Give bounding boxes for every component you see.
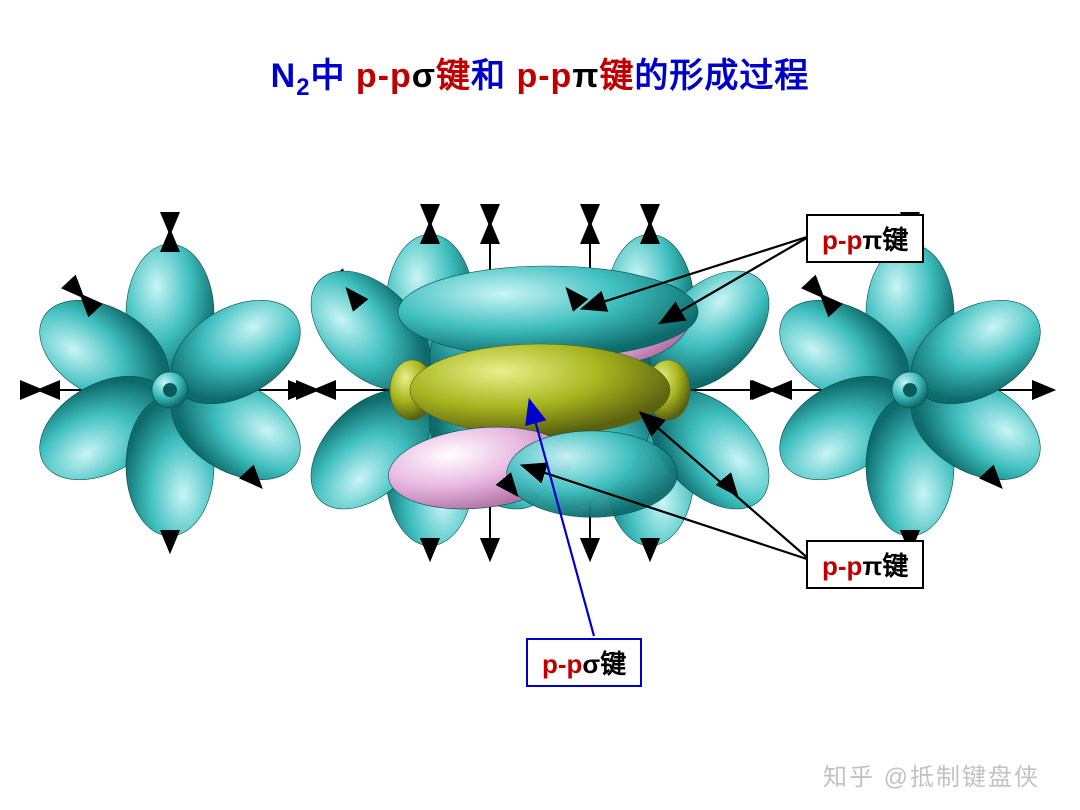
watermark: 知乎 @抵制键盘侠 [823, 757, 1040, 792]
orbitals [22, 234, 1059, 546]
label-pi-bottom: p-pπ键 [806, 540, 924, 589]
label-sigma: p-pσ键 [526, 638, 642, 687]
orbital-diagram [0, 0, 1080, 810]
label-pi-top: p-pπ键 [806, 214, 924, 263]
